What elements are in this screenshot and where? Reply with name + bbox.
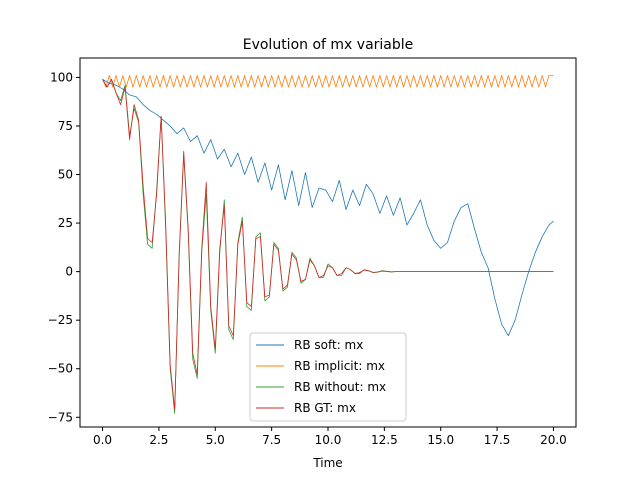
- x-tick-label: 0.0: [93, 433, 112, 447]
- legend-label: RB GT: mx: [294, 401, 356, 415]
- legend-box: [249, 332, 407, 422]
- y-tick-label: 100: [50, 70, 73, 84]
- x-tick-label: 10.0: [315, 433, 342, 447]
- x-tick-label: 17.5: [484, 433, 511, 447]
- x-tick-label: 15.0: [427, 433, 454, 447]
- y-tick-label: −75: [48, 410, 73, 424]
- legend-label: RB implicit: mx: [294, 359, 385, 373]
- y-tick-label: 0: [65, 265, 73, 279]
- x-axis-ticks: 0.0 2.5 5.0 7.5 10.0 12.5 15.0 17.5 20.0: [93, 427, 567, 447]
- x-tick-label: 7.5: [262, 433, 281, 447]
- y-tick-label: −25: [48, 313, 73, 327]
- y-axis-ticks: −75 −50 −25 0 25 50 75 100: [48, 70, 80, 424]
- plot-lines: [102, 75, 554, 414]
- x-tick-label: 20.0: [540, 433, 567, 447]
- series-line-1: [102, 79, 554, 337]
- x-tick-label: 12.5: [371, 433, 398, 447]
- legend-label: RB soft: mx: [294, 338, 363, 352]
- x-tick-label: 2.5: [149, 433, 168, 447]
- legend: RB soft: mx RB implicit: mx RB without: mx…: [249, 332, 407, 422]
- series-line-2: [102, 75, 554, 88]
- x-axis-title: Time: [312, 456, 342, 470]
- chart-title: Evolution of mx variable: [243, 37, 414, 53]
- y-tick-label: 75: [58, 119, 73, 133]
- y-tick-label: 25: [58, 216, 73, 230]
- y-tick-label: 50: [58, 168, 73, 182]
- series-line-4: [102, 78, 554, 410]
- y-tick-label: −50: [48, 362, 73, 376]
- x-tick-label: 5.0: [206, 433, 225, 447]
- legend-label: RB without: mx: [294, 380, 386, 394]
